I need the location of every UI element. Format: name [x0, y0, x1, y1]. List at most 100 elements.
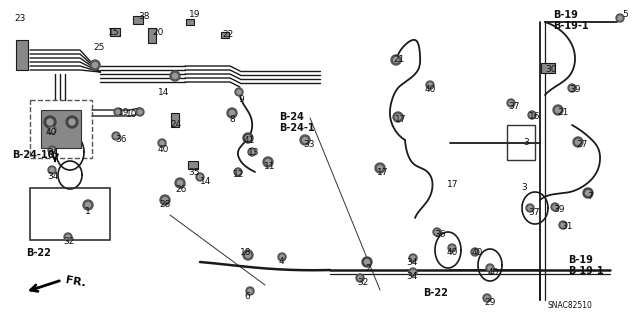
- Circle shape: [375, 163, 385, 173]
- Circle shape: [528, 206, 532, 210]
- Text: B-19-1: B-19-1: [553, 21, 589, 31]
- Text: 34: 34: [47, 172, 58, 181]
- Bar: [16, 40, 28, 70]
- Text: 14: 14: [200, 177, 211, 186]
- Circle shape: [64, 233, 72, 241]
- Circle shape: [486, 264, 494, 272]
- Circle shape: [586, 190, 591, 196]
- Circle shape: [243, 250, 253, 260]
- Text: 30: 30: [545, 65, 557, 74]
- Circle shape: [280, 255, 284, 259]
- Text: 36: 36: [434, 230, 445, 239]
- Text: 34: 34: [406, 258, 417, 267]
- Circle shape: [50, 148, 54, 152]
- Text: 31: 31: [561, 222, 573, 231]
- Text: 38: 38: [138, 12, 150, 21]
- Text: 8: 8: [229, 115, 235, 124]
- Text: 27: 27: [576, 140, 588, 149]
- Text: 39: 39: [553, 205, 564, 214]
- Text: 25: 25: [93, 43, 104, 52]
- Circle shape: [450, 246, 454, 250]
- Text: 29: 29: [484, 298, 495, 307]
- Text: 9: 9: [238, 95, 244, 104]
- Circle shape: [435, 230, 439, 234]
- Circle shape: [175, 178, 185, 188]
- Text: 35: 35: [188, 168, 200, 177]
- Circle shape: [93, 63, 97, 68]
- Circle shape: [396, 115, 401, 120]
- Text: 4: 4: [279, 257, 285, 266]
- Bar: [148, 27, 156, 42]
- Circle shape: [409, 268, 417, 276]
- Text: 19: 19: [189, 10, 200, 19]
- Circle shape: [551, 203, 559, 211]
- Text: 10: 10: [126, 110, 138, 119]
- Circle shape: [66, 116, 78, 128]
- Circle shape: [246, 136, 250, 140]
- Bar: [110, 28, 120, 36]
- Circle shape: [616, 14, 624, 22]
- Circle shape: [393, 112, 403, 122]
- Text: FR.: FR.: [65, 275, 87, 289]
- Text: B-19: B-19: [568, 255, 593, 265]
- Text: B-24: B-24: [279, 112, 304, 122]
- Circle shape: [66, 235, 70, 239]
- Circle shape: [575, 139, 580, 145]
- Circle shape: [243, 133, 253, 143]
- Circle shape: [263, 157, 273, 167]
- Circle shape: [300, 135, 310, 145]
- Text: 28: 28: [159, 200, 170, 209]
- Circle shape: [391, 55, 401, 65]
- Circle shape: [86, 203, 90, 207]
- Circle shape: [50, 168, 54, 172]
- Circle shape: [160, 195, 170, 205]
- Circle shape: [48, 166, 56, 174]
- Circle shape: [69, 119, 75, 125]
- Text: 21: 21: [393, 55, 404, 64]
- Circle shape: [158, 139, 166, 147]
- Text: 20: 20: [152, 28, 163, 37]
- Text: 40: 40: [158, 145, 170, 154]
- Text: 37: 37: [508, 102, 520, 111]
- Text: B-19-1: B-19-1: [568, 266, 604, 276]
- Circle shape: [471, 248, 479, 256]
- Text: 40: 40: [472, 248, 483, 257]
- Text: 3: 3: [523, 138, 529, 147]
- Text: 18: 18: [240, 248, 252, 257]
- Text: 5: 5: [622, 10, 628, 19]
- Circle shape: [411, 256, 415, 260]
- Text: 12: 12: [233, 170, 244, 179]
- Circle shape: [173, 73, 177, 78]
- Circle shape: [488, 266, 492, 270]
- Text: 36: 36: [115, 135, 127, 144]
- Circle shape: [483, 294, 491, 302]
- Circle shape: [196, 173, 204, 181]
- Circle shape: [114, 108, 122, 116]
- Text: B-22: B-22: [26, 248, 51, 258]
- Text: B-19: B-19: [553, 10, 578, 20]
- Bar: [188, 161, 198, 169]
- Bar: [133, 16, 143, 24]
- Circle shape: [448, 244, 456, 252]
- Circle shape: [553, 105, 563, 115]
- Circle shape: [116, 110, 120, 114]
- Circle shape: [250, 150, 254, 154]
- Text: 32: 32: [357, 278, 369, 287]
- Circle shape: [556, 108, 561, 113]
- Text: 26: 26: [175, 185, 186, 194]
- Text: 17: 17: [395, 115, 406, 124]
- Text: B-24-1: B-24-1: [279, 123, 315, 133]
- Circle shape: [236, 170, 240, 174]
- Circle shape: [246, 287, 254, 295]
- Text: 39: 39: [569, 85, 580, 94]
- Bar: [221, 32, 229, 38]
- Circle shape: [583, 188, 593, 198]
- Circle shape: [433, 228, 441, 236]
- Text: 40: 40: [488, 268, 499, 277]
- Text: 40: 40: [46, 128, 58, 137]
- Circle shape: [358, 276, 362, 280]
- Text: 40: 40: [447, 248, 458, 257]
- Text: 19: 19: [118, 108, 129, 117]
- Circle shape: [365, 259, 369, 264]
- Text: 14: 14: [158, 88, 170, 97]
